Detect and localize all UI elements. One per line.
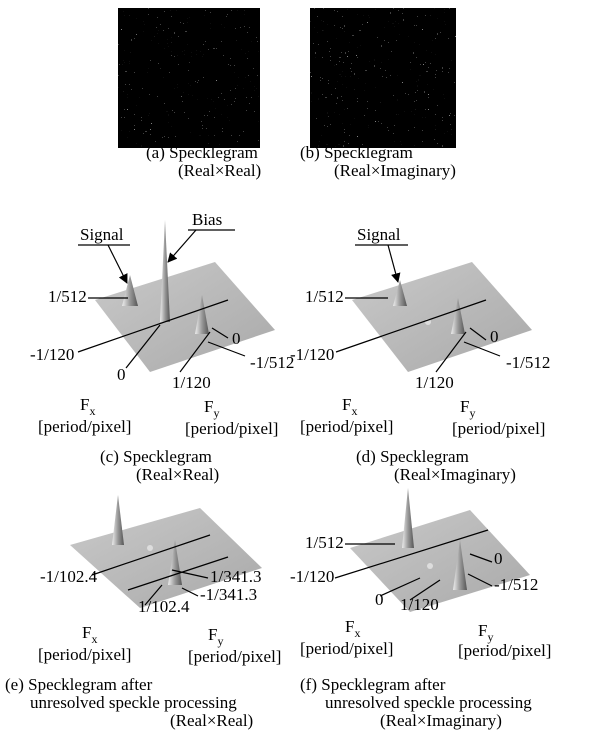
- peak: [402, 488, 414, 548]
- axis-letter: F: [80, 395, 89, 414]
- tick-label: 1/512: [48, 287, 87, 306]
- surface-plane: [352, 262, 532, 372]
- minor-peak: [427, 563, 433, 569]
- axis-letter: F: [204, 397, 213, 416]
- caption: (Real×Imaginary): [334, 161, 456, 180]
- caption: (d) Specklegram: [356, 447, 469, 466]
- tick-label: 0: [494, 549, 503, 568]
- tick-label: 1/341.3: [210, 567, 261, 586]
- axis-symbol: Fx: [345, 617, 360, 640]
- tick-label: 1/512: [305, 533, 344, 552]
- tick-label: -1/341.3: [200, 585, 257, 604]
- axis-letter: F: [208, 625, 217, 644]
- axis-symbol: Fy: [460, 397, 475, 420]
- arrow: [388, 245, 398, 282]
- axis-unit: [period/pixel]: [452, 419, 545, 438]
- tick-label: 1/120: [400, 595, 439, 614]
- tick-label: 1/120: [172, 373, 211, 392]
- axis-unit: [period/pixel]: [458, 641, 551, 660]
- tick-label: -1/512: [494, 575, 538, 594]
- arrow: [108, 245, 127, 283]
- tick-label: 0: [232, 329, 241, 348]
- axis-subscript: x: [354, 626, 360, 640]
- caption: (Real×Imaginary): [380, 711, 502, 730]
- tick-label: -1/120: [290, 345, 334, 364]
- caption: (Real×Real): [136, 465, 219, 484]
- axis-unit: [period/pixel]: [185, 419, 278, 438]
- annotation: Signal: [357, 225, 401, 244]
- axis-letter: F: [342, 395, 351, 414]
- axis-subscript: y: [217, 634, 223, 648]
- tick-label: 0: [117, 365, 126, 384]
- minor-peak: [147, 545, 153, 551]
- caption: (e) Specklegram after: [5, 675, 153, 694]
- axis-letter: F: [460, 397, 469, 416]
- axis-symbol: Fy: [208, 625, 223, 648]
- annotation: Signal: [80, 225, 124, 244]
- axis-subscript: y: [469, 406, 475, 420]
- caption: (Real×Real): [170, 711, 253, 730]
- peak: [160, 220, 170, 322]
- axis-symbol: Fx: [80, 395, 95, 418]
- tick-label: 1/120: [415, 373, 454, 392]
- axis-symbol: Fx: [82, 623, 97, 646]
- caption: (a) Specklegram: [146, 143, 258, 162]
- speckle-a: [118, 8, 260, 148]
- peak: [112, 495, 124, 545]
- caption: (b) Specklegram: [300, 143, 413, 162]
- caption: (Real×Imaginary): [394, 465, 516, 484]
- speckle-b: [310, 8, 456, 148]
- axis-letter: F: [478, 621, 487, 640]
- tick-label: -1/102.4: [40, 567, 98, 586]
- tick-label: 0: [490, 327, 499, 346]
- caption: (Real×Real): [178, 161, 261, 180]
- tick-label: 0: [375, 590, 384, 609]
- surface-plane: [95, 262, 275, 372]
- axis-subscript: x: [89, 404, 95, 418]
- annotation: Bias: [192, 210, 222, 229]
- axis-letter: F: [82, 623, 91, 642]
- axis-unit: [period/pixel]: [300, 639, 393, 658]
- caption: (f) Specklegram after: [300, 675, 446, 694]
- axis-unit: [period/pixel]: [38, 645, 131, 664]
- tick-label: -1/120: [290, 567, 334, 586]
- axis-symbol: Fy: [204, 397, 219, 420]
- figure: (a) Specklegram(Real×Real)(b) Specklegra…: [0, 0, 594, 734]
- axis-subscript: x: [351, 404, 357, 418]
- tick-label: -1/120: [30, 345, 74, 364]
- caption: (c) Specklegram: [100, 447, 212, 466]
- axis-subscript: y: [213, 406, 219, 420]
- tick-label: -1/512: [250, 353, 294, 372]
- axis-unit: [period/pixel]: [300, 417, 393, 436]
- tick-label: 1/512: [305, 287, 344, 306]
- caption: unresolved speckle processing: [325, 693, 532, 712]
- caption: unresolved speckle processing: [30, 693, 237, 712]
- axis-symbol: Fx: [342, 395, 357, 418]
- axis-unit: [period/pixel]: [38, 417, 131, 436]
- axis-subscript: x: [91, 632, 97, 646]
- axis-letter: F: [345, 617, 354, 636]
- tick-label: 1/102.4: [138, 597, 190, 616]
- tick-label: -1/512: [506, 353, 550, 372]
- axis-unit: [period/pixel]: [188, 647, 281, 666]
- arrow: [168, 230, 196, 262]
